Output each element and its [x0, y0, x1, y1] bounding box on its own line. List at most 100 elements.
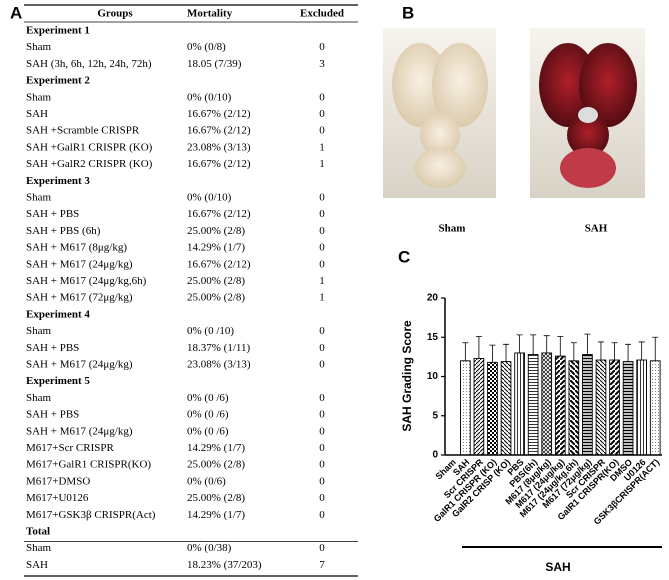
- table-cell: M617+GalR1 CRISPR(KO): [26, 459, 151, 471]
- table-cell: 25.00% (2/8): [187, 292, 245, 304]
- bar: [487, 361, 498, 456]
- table-cell: 25.00% (2/8): [187, 459, 245, 471]
- table-cell: Sham: [26, 192, 52, 204]
- photo: [530, 28, 645, 198]
- table-cell: 18.37% (1/11): [187, 342, 250, 354]
- table-cell: SAH + PBS: [26, 409, 79, 421]
- table-cell: 0: [319, 41, 325, 53]
- table-cell: 0: [319, 258, 325, 270]
- y-axis-label: SAH Grading Score: [400, 320, 414, 432]
- table-cell: 0: [319, 192, 325, 204]
- bar: [514, 352, 525, 456]
- section-header: Experiment 3: [26, 175, 90, 187]
- photo-label: SAH: [585, 223, 608, 235]
- table-cell: 0% (0/38): [187, 542, 232, 554]
- panel-label: C: [398, 247, 410, 266]
- bar: [636, 359, 647, 456]
- table-cell: SAH + M617 (24μg/kg): [26, 425, 133, 437]
- error-bar: [638, 341, 645, 361]
- section-header: Experiment 1: [26, 25, 90, 37]
- table-cell: 14.29% (1/7): [187, 509, 245, 521]
- table-cell: 0% (0 /6): [187, 425, 229, 437]
- bar: [622, 361, 634, 456]
- table-cell: SAH: [26, 108, 48, 120]
- table-cell: 0: [319, 242, 325, 254]
- table-cell: 16.67% (2/12): [187, 125, 251, 137]
- table-cell: Sham: [26, 542, 52, 554]
- table-cell: 14.29% (1/7): [187, 442, 245, 454]
- table-cell: SAH + M617 (24μg/kg): [26, 359, 133, 371]
- section-header: Experiment 2: [26, 75, 90, 87]
- table-cell: SAH + M617 (72μg/kg): [26, 292, 133, 304]
- table-cell: SAH (3h, 6h, 12h, 24h, 72h): [26, 58, 152, 70]
- table-cell: 25.00% (2/8): [187, 225, 245, 237]
- table-cell: 0% (0/10): [187, 91, 232, 103]
- table-cell: SAH +GalR1 CRISPR (KO): [26, 141, 153, 153]
- table-cell: 1: [319, 158, 325, 170]
- error-bar: [570, 342, 577, 361]
- table-cell: SAH +GalR2 CRISPR (KO): [26, 158, 153, 170]
- table-cell: SAH +Scramble CRISPR: [26, 125, 140, 137]
- section-header: Experiment 5: [26, 375, 90, 387]
- table-cell: 16.67% (2/12): [187, 108, 251, 120]
- table-cell: 0: [319, 225, 325, 237]
- table-cell: 7: [319, 559, 325, 571]
- table-cell: 23.08% (3/13): [187, 359, 251, 371]
- error-bar: [543, 335, 550, 353]
- y-tick-label: 5: [432, 410, 438, 421]
- y-tick-label: 10: [427, 371, 439, 382]
- photo-label: Sham: [439, 223, 466, 235]
- section-header: Experiment 4: [26, 308, 90, 320]
- table-cell: M617+Scr CRISPR: [26, 442, 114, 454]
- table-cell: 0: [319, 409, 325, 421]
- table-cell: 0: [319, 91, 325, 103]
- table-cell: SAH + M617 (8μg/kg): [26, 242, 127, 254]
- table-cell: 16.67% (2/12): [187, 208, 251, 220]
- table-cell: 0: [319, 459, 325, 471]
- table-cell: M617+GSK3β CRISPR(Act): [26, 509, 156, 521]
- table-cell: Sham: [26, 325, 52, 337]
- table-cell: Sham: [26, 41, 52, 53]
- error-bar: [611, 342, 618, 361]
- table-cell: M617+U0126: [26, 492, 89, 504]
- panel-label: A: [10, 3, 22, 22]
- table-cell: 0: [319, 475, 325, 487]
- table-cell: 0% (0 /6): [187, 392, 229, 404]
- table-cell: 0: [319, 392, 325, 404]
- table-cell: 14.29% (1/7): [187, 242, 245, 254]
- bar: [609, 359, 620, 456]
- table: Groups Mortality Excluded Experiment 1 Sham 0…: [24, 4, 358, 577]
- table-cell: 0% (0/6): [187, 475, 226, 487]
- table-cell: 0: [319, 108, 325, 120]
- y-tick-label: 20: [427, 293, 439, 304]
- table-cell: 18.23% (37/203): [187, 559, 262, 571]
- table-cell: 0: [319, 442, 325, 454]
- table-cell: SAH + M617 (24μg/kg): [26, 258, 133, 270]
- table-cell: 16.67% (2/12): [187, 258, 251, 270]
- table-cell: 3: [319, 58, 325, 70]
- error-bar: [584, 333, 591, 355]
- error-bar: [475, 336, 482, 359]
- table-cell: 0: [319, 492, 325, 504]
- table-cell: 25.00% (2/8): [187, 275, 245, 287]
- column-header: Groups: [97, 8, 133, 20]
- error-bar: [652, 336, 659, 361]
- table-cell: M617+DMSO: [26, 475, 90, 487]
- section-header: Total: [26, 526, 50, 538]
- bar: [527, 354, 539, 456]
- table-cell: 23.08% (3/13): [187, 141, 251, 153]
- table-cell: 0% (0 /6): [187, 409, 229, 421]
- group-label: SAH: [545, 560, 570, 574]
- panel-label: B: [402, 3, 414, 22]
- table-cell: 0% (0/8): [187, 41, 226, 53]
- table-cell: Sham: [26, 91, 52, 103]
- table-cell: 0: [319, 342, 325, 354]
- table-cell: 0: [319, 425, 325, 437]
- y-tick-label: 0: [432, 450, 438, 461]
- error-bar: [530, 334, 537, 355]
- bar: [541, 352, 553, 456]
- bar: [500, 361, 512, 456]
- table-cell: 1: [319, 292, 325, 304]
- error-bar: [557, 336, 564, 357]
